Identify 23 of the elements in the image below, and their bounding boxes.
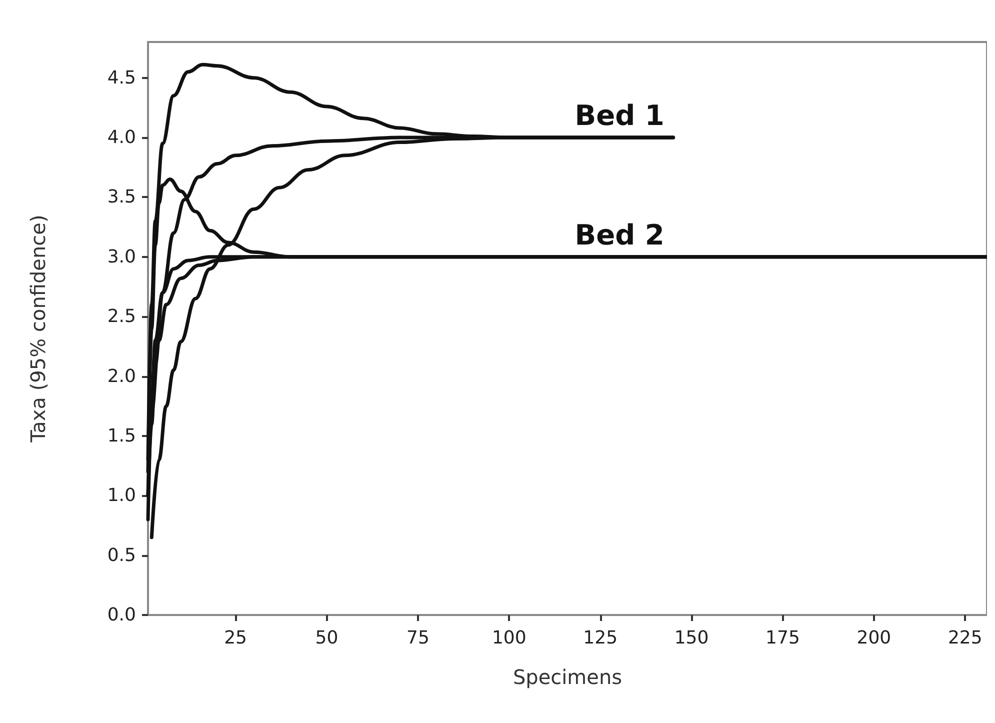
y-tick-label: 2.0 [107, 366, 136, 387]
x-tick-label: 50 [315, 628, 338, 648]
annotation: Bed 2 [574, 218, 664, 252]
x-axis-title: Specimens [512, 665, 622, 689]
y-tick-label: 3.5 [107, 186, 136, 208]
y-tick-label: 1.5 [107, 425, 136, 446]
x-tick-label: 75 [406, 628, 430, 648]
annotation: Bed 1 [574, 99, 664, 132]
y-tick-label: 4.0 [107, 127, 136, 148]
y-tick-label: 0.5 [107, 544, 136, 566]
y-tick-label: 2.5 [107, 306, 136, 328]
x-tick-label: 175 [766, 628, 800, 648]
x-tick-label: 225 [948, 628, 982, 648]
x-tick-label: 125 [583, 628, 618, 648]
x-tick-label: 100 [492, 628, 526, 648]
y-tick-label: 3.0 [107, 246, 136, 268]
y-tick-label: 0.0 [107, 604, 136, 626]
x-tick-label: 150 [674, 628, 709, 648]
y-tick-label: 1.0 [107, 485, 136, 506]
y-tick-label: 4.5 [107, 67, 136, 88]
x-tick-label: 25 [224, 628, 247, 648]
y-axis-title: Taxa (95% confidence) [26, 214, 50, 444]
x-tick-label: 200 [856, 628, 892, 648]
